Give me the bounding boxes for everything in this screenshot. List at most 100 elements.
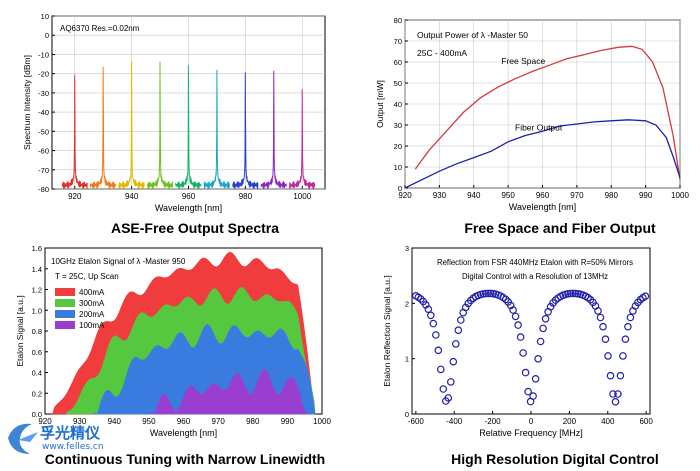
reflection-point	[484, 289, 493, 298]
reflection-point	[486, 289, 495, 298]
y-tick-label: -20	[38, 70, 49, 79]
y-tick-label: 0	[45, 31, 49, 40]
x-tick-label: -200	[485, 417, 502, 426]
y-axis-label: Spectrum Intensity [dBm]	[22, 55, 32, 150]
spectrum-series-980	[232, 72, 259, 189]
x-tick-label: -400	[446, 417, 463, 426]
reflection-point	[531, 375, 540, 383]
reflection-point	[609, 390, 617, 398]
x-tick-label: 980	[605, 191, 619, 200]
reflection-point	[432, 331, 440, 339]
y-tick-label: -70	[38, 166, 49, 175]
reflection-point	[606, 371, 615, 380]
legend-label-300mA: 300mA	[79, 299, 105, 308]
power-line-free-space	[414, 45, 681, 180]
spectrum-series-960	[175, 65, 202, 189]
output-power-chart: 920 930 940 950 960 970 980 990 1000 80 70 60 50 40 30…	[375, 16, 689, 212]
x-tick-label: 960	[536, 191, 550, 200]
x-tick-label: 990	[281, 417, 295, 426]
reflection-point	[514, 321, 522, 329]
y-tick-label: -30	[38, 89, 49, 98]
legend-label-200mA: 200mA	[79, 310, 105, 319]
reflection-point	[596, 313, 605, 322]
spectrum-series-1000	[289, 89, 316, 189]
reflection-point	[529, 392, 537, 400]
reflection-point	[626, 313, 635, 322]
x-tick-label: 600	[639, 417, 653, 426]
legend-swatch-200mA	[55, 310, 75, 318]
watermark-logo-icon	[8, 423, 38, 454]
chart-title: Output Power of λ -Master 50	[417, 30, 528, 40]
x-tick-label: 950	[142, 417, 156, 426]
y-tick-label: 0	[405, 410, 409, 419]
y-tick-label: 30	[394, 121, 402, 130]
y-tick-label: 1.6	[32, 244, 42, 253]
chart-title: AQ6370 Res.=0.02nm	[60, 24, 140, 33]
y-tick-label: 10	[41, 12, 49, 21]
y-tick-label: 0	[398, 184, 402, 193]
y-tick-label: 1.0	[32, 306, 42, 315]
legend-label-400mA: 400mA	[79, 288, 105, 297]
x-tick-label: 940	[467, 191, 481, 200]
spectrum-series-950	[146, 61, 174, 189]
reflection-point	[566, 289, 575, 298]
y-tick-label: 70	[394, 37, 402, 46]
spectra-chart: 920 940 960 980 1000 10 0 -10 -20 -30 -40 -50 -60 -70…	[22, 12, 326, 213]
y-tick-label: 0.8	[32, 327, 42, 336]
reflection-point	[614, 390, 622, 398]
spectrum-series-940	[118, 61, 145, 189]
power-line-fiber-output	[404, 119, 681, 189]
panel-digital-control: -600 -400 -200 0 200 400 600 3 2 1 0 Relative Frequ…	[350, 240, 700, 471]
reflection-point	[516, 333, 525, 341]
spectrum-series-970	[203, 69, 231, 189]
x-tick-label: 400	[601, 417, 615, 426]
x-tick-label: 970	[570, 191, 584, 200]
reflection-point	[444, 394, 453, 402]
reflection-point	[457, 316, 465, 324]
y-tick-label: 50	[394, 79, 402, 88]
y-tick-label: -50	[38, 127, 49, 136]
reflection-point	[611, 398, 620, 406]
reflection-point	[452, 340, 460, 348]
reflection-point	[601, 335, 610, 344]
x-tick-label: 0	[529, 417, 534, 426]
reflection-point	[509, 306, 517, 314]
reflection-point	[521, 368, 530, 377]
y-tick-label: 0.0	[32, 410, 42, 419]
panel-spectra: 920 940 960 980 1000 10 0 -10 -20 -30 -40 -50 -60 -70…	[0, 0, 350, 240]
x-tick-label: 960	[177, 417, 191, 426]
legend-free-space: Free Space	[501, 56, 545, 66]
reflection-point	[621, 335, 630, 344]
spectrum-series-990	[260, 70, 287, 189]
x-tick-label: 930	[433, 191, 447, 200]
panel-output-power: 920 930 940 950 960 970 980 990 1000 80 70 60 50 40 30…	[350, 0, 700, 240]
reflection-point	[417, 295, 425, 303]
x-tick-label: -600	[408, 417, 425, 426]
y-tick-label: 10	[394, 163, 402, 172]
caption-etalon-tuning: Continuous Tuning with Narrow Linewidth	[44, 451, 326, 467]
x-tick-label: 980	[239, 192, 253, 201]
x-tick-label: 1000	[671, 191, 689, 200]
reflection-point	[541, 315, 550, 323]
x-tick-label: 970	[211, 417, 225, 426]
y-tick-label: 2	[405, 299, 409, 308]
caption-output-power: Free Space and Fiber Output	[464, 220, 656, 236]
x-tick-label: 980	[246, 417, 260, 426]
spectrum-series-930	[89, 66, 117, 189]
caption-digital-control: High Resolution Digital Control	[451, 451, 659, 467]
x-tick-label: 1000	[313, 417, 331, 426]
y-tick-label: 0.6	[32, 348, 42, 357]
legend-swatch-300mA	[55, 299, 75, 307]
y-axis-label: Etalon Reflection Signal [a.u.]	[382, 275, 392, 387]
reflection-point	[481, 289, 490, 298]
chart-subtitle: 25C - 400mA	[417, 48, 467, 58]
x-axis-label: Wavelength [nm]	[509, 202, 576, 212]
reflection-point	[599, 322, 607, 331]
y-axis-label: Etalon Signal [a.u.]	[15, 295, 25, 366]
y-tick-label: 1	[405, 355, 409, 364]
y-tick-label: 80	[394, 16, 402, 25]
digital-control-chart: -600 -400 -200 0 200 400 600 3 2 1 0 Relative Frequ…	[382, 244, 653, 438]
reflection-point	[454, 326, 463, 335]
chart-title: Reflection from FSR 440MHz Etalon with R…	[437, 258, 633, 267]
spectrum-series-920	[61, 74, 88, 189]
